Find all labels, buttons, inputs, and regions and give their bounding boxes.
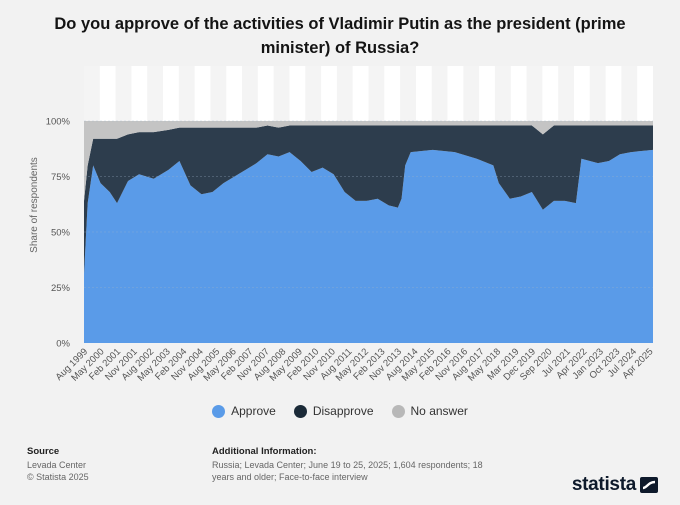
y-axis-ticks: 0% 25% 50% 75% 100% [46, 117, 71, 350]
y-tick-label: 0% [56, 339, 70, 350]
y-axis-label: Share of respondents [29, 157, 40, 253]
statista-logo-icon [640, 477, 658, 493]
y-tick-label: 75% [51, 172, 71, 183]
statista-logo[interactable]: statista [572, 474, 658, 496]
legend-label: Approve [231, 404, 276, 418]
source-block: Source Levada Center © Statista 2025 [27, 446, 89, 483]
y-tick-label: 50% [51, 228, 71, 239]
source-line[interactable]: Levada Center [27, 459, 89, 471]
legend-label: No answer [411, 404, 468, 418]
legend-item-approve[interactable]: Approve [212, 404, 276, 418]
additional-info-block: Additional Information: Russia; Levada C… [212, 446, 497, 483]
additional-info-text: Russia; Levada Center; June 19 to 25, 20… [212, 459, 497, 483]
legend-label: Disapprove [313, 404, 374, 418]
additional-info-heading: Additional Information: [212, 446, 497, 458]
legend-item-disapprove[interactable]: Disapprove [294, 404, 374, 418]
legend-dot-icon [392, 405, 405, 418]
legend: Approve Disapprove No answer [0, 404, 680, 418]
legend-dot-icon [212, 405, 225, 418]
legend-dot-icon [294, 405, 307, 418]
copyright-line: © Statista 2025 [27, 471, 89, 483]
y-tick-label: 100% [46, 117, 71, 128]
y-tick-label: 25% [51, 283, 71, 294]
legend-item-no-answer[interactable]: No answer [392, 404, 468, 418]
logo-text: statista [572, 474, 636, 496]
source-heading: Source [27, 446, 89, 458]
